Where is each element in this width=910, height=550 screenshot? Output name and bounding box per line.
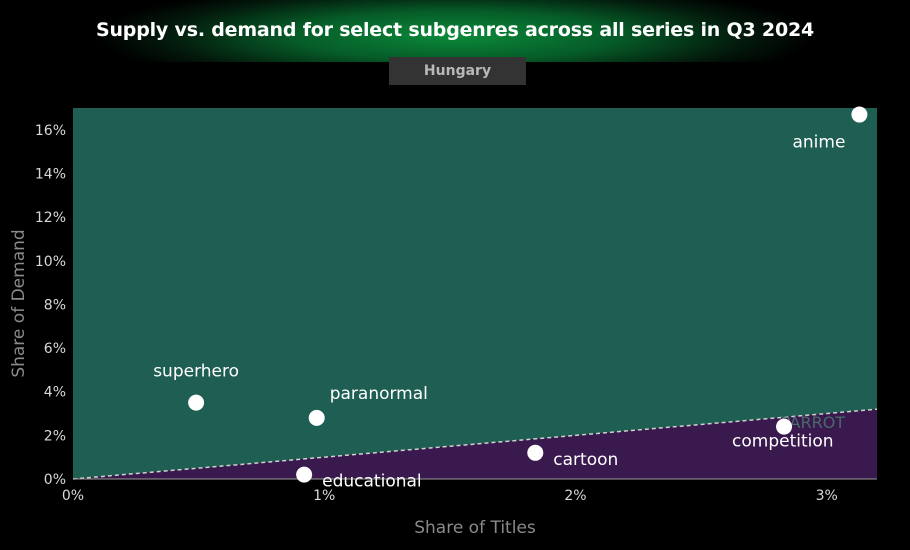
- x-axis-title: Share of Titles: [414, 518, 536, 538]
- over-indexed-region: [73, 108, 877, 479]
- point-label-cartoon: cartoon: [553, 450, 618, 470]
- parity-line: [72, 408, 878, 480]
- y-axis-title: Share of Demand: [9, 229, 29, 377]
- y-tick-label: 0%: [44, 472, 66, 488]
- y-tick-label: 2%: [44, 428, 66, 444]
- data-point-superhero: [188, 394, 205, 411]
- chart-title: Supply vs. demand for select subgenres a…: [96, 19, 814, 41]
- y-tick-label: 10%: [35, 254, 66, 270]
- point-label-educational: educational: [322, 472, 422, 492]
- y-tick-label: 14%: [35, 166, 66, 182]
- watermark: PARROT: [781, 413, 845, 432]
- data-point-competition: [776, 418, 793, 435]
- title-banner: [0, 0, 910, 62]
- y-tick-label: 4%: [44, 385, 66, 401]
- point-label-paranormal: paranormal: [330, 384, 428, 404]
- point-label-superhero: superhero: [153, 362, 239, 382]
- data-point-anime: [851, 106, 868, 123]
- x-tick-label: 1%: [313, 488, 335, 504]
- y-tick-label: 6%: [44, 341, 66, 357]
- x-tick-label: 0%: [62, 488, 84, 504]
- x-tick-label: 3%: [816, 488, 838, 504]
- data-point-paranormal: [308, 409, 325, 426]
- x-tick-label: 2%: [564, 488, 586, 504]
- y-tick-label: 16%: [35, 123, 66, 139]
- data-point-cartoon: [527, 444, 544, 461]
- region-badge: Hungary: [389, 57, 526, 85]
- point-label-anime: anime: [792, 133, 845, 153]
- y-tick-label: 8%: [44, 297, 66, 313]
- point-label-competition: competition: [732, 432, 834, 452]
- y-tick-label: 12%: [35, 210, 66, 226]
- data-point-educational: [296, 466, 313, 483]
